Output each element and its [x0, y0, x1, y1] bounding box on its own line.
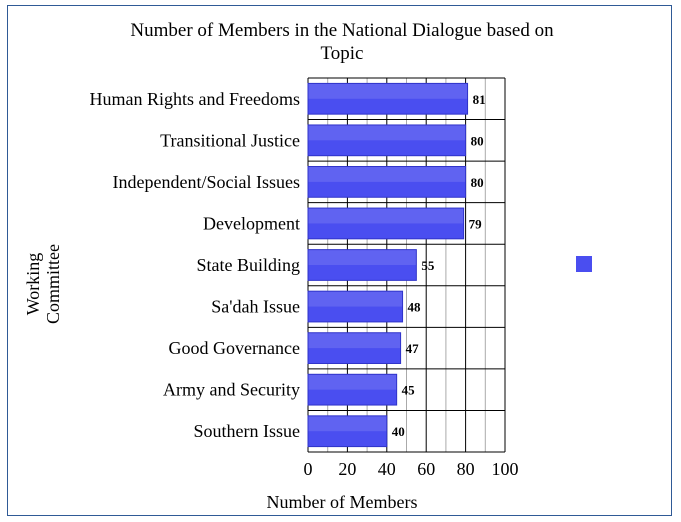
category-label-7: Army and Security	[163, 380, 300, 400]
bar-outline-7	[307, 373, 398, 406]
data-label-0: 81	[473, 92, 486, 107]
category-label-2: Independent/Social Issues	[113, 172, 300, 192]
category-label-0: Human Rights and Freedoms	[90, 89, 300, 109]
bar-fill-8	[308, 415, 387, 447]
x-tick-label-80: 80	[457, 459, 475, 479]
data-label-5: 48	[408, 300, 422, 315]
data-label-8: 40	[392, 424, 405, 439]
bar-outline-3	[307, 207, 465, 240]
category-label-8: Southern Issue	[194, 421, 301, 441]
bar-highlight-4	[308, 249, 417, 265]
data-labels: 81 80 80 79 55 48 47 45 40	[392, 92, 486, 439]
data-label-1: 80	[471, 133, 484, 148]
bar-4	[307, 249, 417, 281]
bar-highlight-3	[308, 208, 464, 224]
chart-title-line-1: Number of Members in the National Dialog…	[130, 20, 554, 41]
bar-fill-3	[308, 208, 464, 239]
legend-swatch	[576, 256, 592, 272]
x-tick-label-0: 0	[304, 459, 313, 479]
bar-6	[307, 332, 402, 364]
bar-outline-5	[307, 290, 404, 323]
data-label-6: 47	[406, 341, 420, 356]
bar-highlight-5	[308, 291, 403, 307]
bar-outline-2	[307, 166, 467, 198]
chart-title-line-2: Topic	[321, 43, 364, 64]
x-tick-label-40: 40	[378, 459, 396, 479]
bar-chart: Number of Members in the National Dialog…	[23, 20, 592, 512]
bar-3	[307, 207, 465, 240]
bar-highlight-8	[308, 415, 387, 432]
bar-fill-6	[308, 332, 401, 364]
chart-frame: Number of Members in the National Dialog…	[7, 5, 672, 516]
bar-highlight-1	[308, 124, 466, 141]
data-label-4: 55	[421, 258, 435, 273]
category-labels: Human Rights and Freedoms Transitional Ju…	[90, 89, 300, 441]
bars	[307, 82, 469, 448]
bar-fill-7	[308, 374, 397, 406]
bar-8	[307, 415, 388, 448]
data-label-3: 79	[469, 216, 483, 231]
category-label-6: Good Governance	[169, 338, 300, 358]
bar-fill-1	[308, 124, 466, 156]
category-label-1: Transitional Justice	[160, 130, 300, 150]
bar-5	[307, 290, 404, 323]
y-axis-label: Working Committee	[23, 244, 63, 324]
bar-highlight-2	[308, 166, 466, 182]
data-label-7: 45	[402, 383, 416, 398]
bar-highlight-0	[308, 83, 468, 99]
category-label-5: Sa'dah Issue	[211, 297, 300, 317]
bar-outline-8	[307, 415, 388, 448]
x-tick-label-60: 60	[417, 459, 435, 479]
bar-fill-2	[308, 166, 466, 198]
bar-0	[307, 82, 469, 115]
data-label-2: 80	[471, 175, 484, 190]
bar-2	[307, 166, 467, 198]
bar-fill-5	[308, 291, 403, 322]
bar-outline-1	[307, 124, 467, 157]
bar-outline-0	[307, 82, 469, 115]
bar-7	[307, 373, 398, 406]
x-tick-labels: 0 20 40 60 80 100	[304, 459, 519, 479]
bar-highlight-6	[308, 332, 401, 349]
x-axis-label: Number of Members	[267, 492, 418, 512]
category-label-4: State Building	[197, 255, 301, 275]
bar-highlight-7	[308, 374, 397, 390]
x-tick-label-100: 100	[492, 459, 519, 479]
x-tick-label-20: 20	[338, 459, 356, 479]
y-axis-label-line-2: Committee	[43, 244, 63, 324]
bar-outline-6	[307, 332, 402, 364]
bar-outline-4	[307, 249, 417, 281]
bar-1	[307, 124, 467, 157]
bar-fill-0	[308, 83, 468, 115]
y-axis-label-line-1: Working	[23, 253, 43, 316]
bar-fill-4	[308, 249, 417, 281]
category-label-3: Development	[203, 213, 300, 233]
